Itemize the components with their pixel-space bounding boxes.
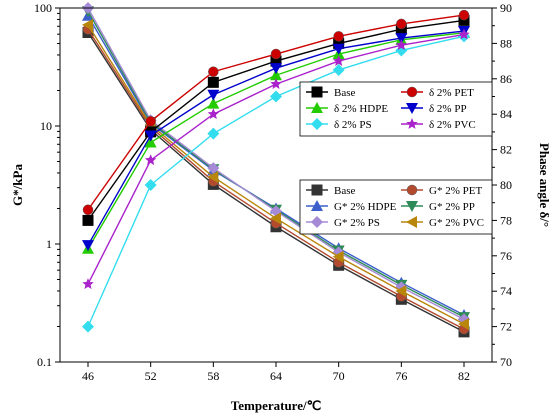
- left-tick-label: 1: [46, 237, 52, 251]
- legend-label: G* 2% PP: [429, 201, 475, 213]
- x-tick-label: 76: [395, 369, 407, 383]
- phase-angle-data-point: [270, 69, 282, 81]
- left-tick-label: 100: [34, 1, 52, 15]
- right-tick-label: 88: [500, 36, 512, 50]
- phase-angle-data-point: [458, 28, 470, 40]
- legend-swatch-marker: [311, 200, 323, 211]
- legend-label: δ 2% HDPE: [334, 103, 388, 115]
- right-tick-label: 80: [500, 178, 512, 192]
- g-star-data-point: [395, 284, 407, 297]
- legends: Base δ 2% PET δ 2% HDPE δ 2% PP δ 2% PS δ 2% …: [299, 81, 493, 235]
- phase-angle-data-point: [270, 78, 282, 89]
- legend-label: δ 2% PET: [429, 87, 474, 99]
- legend-phase-angle-box: [299, 81, 493, 137]
- legend-label: G* 2% PS: [334, 217, 380, 229]
- g-star-data-point: [332, 250, 344, 263]
- phase-angle-data-point: [144, 136, 157, 148]
- phase-angle-data-point: [270, 48, 282, 60]
- x-tick-label: 64: [270, 369, 282, 383]
- x-tick-label: 52: [145, 369, 157, 383]
- phase-angle-data-point: [82, 240, 94, 252]
- phase-angle-data-point: [332, 55, 345, 66]
- g-star-data-point: [207, 162, 220, 175]
- left-tick-label: 10: [40, 119, 52, 133]
- right-tick-label: 70: [500, 355, 512, 369]
- legend-swatch-marker: [311, 102, 323, 113]
- legend-label: G* 2% PET: [429, 185, 482, 197]
- legend-label: Base: [334, 185, 356, 197]
- right-tick-label: 86: [500, 72, 512, 86]
- phase-angle-data-point: [458, 9, 470, 21]
- phase-angle-data-point: [208, 66, 219, 77]
- right-tick-label: 72: [500, 320, 512, 334]
- phase-angle-data-point: [207, 108, 220, 120]
- x-tick-label: 46: [82, 369, 94, 383]
- x-axis-title: Temperature/℃: [231, 398, 321, 413]
- right-tick-label: 78: [500, 213, 512, 227]
- legend-label: δ 2% PP: [429, 103, 467, 115]
- phase-angle-data-point: [270, 63, 282, 75]
- phase-angle-series-1: [82, 9, 470, 216]
- x-tick-label: 58: [207, 369, 219, 383]
- legend-label: G* 2% PVC: [429, 217, 484, 229]
- g-star-data-point: [207, 170, 219, 183]
- g-star-data-point: [82, 18, 93, 31]
- legend-g-star: Base G* 2% PET G* 2% HDPE G* 2% PP G* 2% PS G…: [299, 179, 493, 235]
- right-axis-title: Phase angle δ/°: [537, 143, 550, 227]
- left-axis-title: G*/kPa: [10, 164, 25, 206]
- legend-swatch-marker: [311, 118, 323, 130]
- left-tick-label: 0.1: [37, 355, 52, 369]
- legend-swatch-marker: [406, 118, 418, 129]
- phase-angle-data-point: [82, 278, 94, 289]
- legend-swatch-marker: [311, 216, 323, 228]
- legend-swatch-marker: [311, 184, 323, 196]
- phase-angle-series-3: [82, 26, 470, 252]
- right-tick-label: 76: [500, 249, 512, 263]
- right-tick-label: 74: [500, 284, 512, 298]
- phase-angle-series-5: [82, 28, 470, 289]
- phase-angle-data-point: [144, 154, 157, 166]
- phase-angle-data-point: [207, 76, 219, 88]
- legend-swatch-marker: [406, 103, 418, 114]
- phase-angle-data-point: [82, 214, 94, 226]
- phase-angle-data-point: [333, 31, 344, 42]
- phase-angle-data-point: [270, 90, 282, 103]
- phase-angle-data-point: [82, 204, 94, 216]
- g-star-data-point: [458, 317, 469, 330]
- phase-angle-data-point: [144, 179, 157, 191]
- legend-swatch-marker: [406, 86, 418, 98]
- legend-g-star-box: [299, 179, 493, 235]
- legend-phase-angle: Base δ 2% PET δ 2% HDPE δ 2% PP δ 2% PS δ 2% …: [299, 81, 493, 137]
- phase-angle-data-point: [207, 127, 220, 140]
- phase-angle-data-point: [144, 130, 157, 142]
- legend-label: δ 2% PS: [334, 119, 372, 131]
- phase-angle-data-point: [395, 39, 408, 51]
- plot-area: [82, 2, 470, 338]
- phase-angle-data-point: [145, 116, 156, 127]
- phase-angle-series-4: [82, 30, 470, 333]
- x-tick-label: 82: [458, 369, 470, 383]
- axes: 46 52 58 64 70 76 82 0.1 1 10 100 70 72 74 76 78 80 82 84 8…: [10, 1, 550, 413]
- phase-angle-data-point: [332, 43, 345, 55]
- phase-angle-data-point: [396, 18, 407, 30]
- legend-label: G* 2% HDPE: [334, 201, 397, 213]
- legend-swatch-marker: [406, 201, 418, 212]
- phase-angle-data-point: [395, 33, 408, 45]
- phase-angle-data-point: [82, 320, 94, 333]
- legend-swatch-marker: [406, 184, 418, 196]
- right-tick-label: 82: [500, 143, 512, 157]
- g-star-data-point: [270, 212, 281, 225]
- right-tick-label: 84: [500, 107, 512, 121]
- phase-angle-data-point: [395, 44, 408, 57]
- phase-angle-data-point: [207, 97, 220, 109]
- right-tick-label: 90: [500, 1, 512, 15]
- legend-swatch-marker: [311, 86, 323, 98]
- legend-label: δ 2% PVC: [429, 119, 476, 131]
- legend-swatch-marker: [406, 216, 417, 228]
- phase-angle-data-point: [207, 89, 220, 101]
- legend-label: Base: [334, 87, 356, 99]
- x-tick-label: 70: [333, 369, 345, 383]
- phase-angle-data-point: [332, 63, 345, 76]
